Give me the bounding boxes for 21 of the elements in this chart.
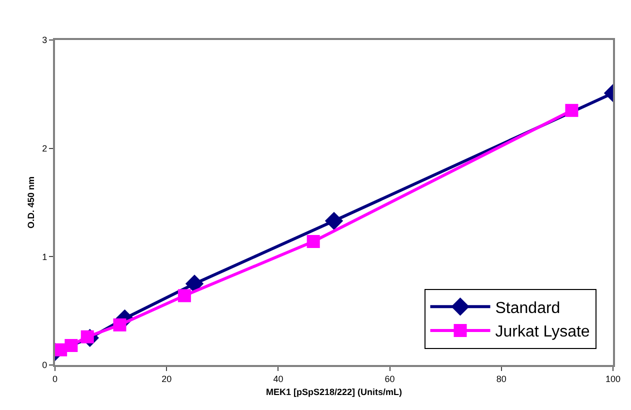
point — [178, 289, 191, 302]
point — [565, 104, 578, 117]
y-tick-label: 2 — [42, 143, 48, 154]
x-tick-label: 80 — [496, 374, 506, 384]
point — [324, 212, 344, 230]
point — [306, 235, 320, 248]
y-axis-title: O.D. 450 nm — [26, 176, 36, 229]
x-tick-label: 0 — [52, 374, 58, 384]
x-tick-label: 40 — [273, 374, 284, 384]
legend-label: Standard — [495, 300, 560, 317]
x-tick-label: 20 — [162, 374, 172, 384]
x-axis-title: MEK1 [pSpS218/222] (Units/mL) — [266, 387, 402, 398]
y-tick-label: 3 — [42, 35, 48, 46]
point — [64, 339, 78, 352]
legend-label: Jurkat Lysate — [495, 324, 590, 341]
point — [113, 318, 126, 332]
point — [185, 274, 204, 293]
x-tick-label: 60 — [384, 374, 395, 384]
x-tick-label: 100 — [605, 374, 621, 384]
y-tick-label: 0 — [42, 360, 48, 370]
y-tick-label: 1 — [42, 252, 48, 262]
